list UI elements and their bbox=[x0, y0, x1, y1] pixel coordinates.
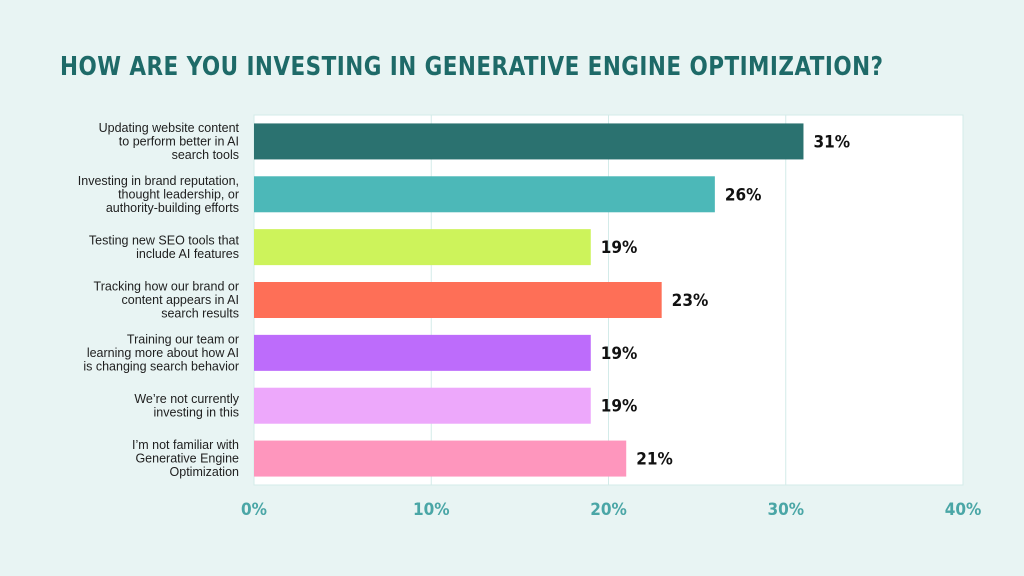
bar bbox=[254, 176, 715, 213]
bar bbox=[254, 282, 662, 318]
data-label: 19% bbox=[601, 397, 638, 417]
category-label: Testing new SEO tools that include AI fea… bbox=[89, 233, 240, 261]
x-tick-label: 40% bbox=[945, 500, 982, 520]
data-label: 21% bbox=[636, 450, 673, 470]
data-label: 19% bbox=[601, 238, 638, 258]
bar bbox=[254, 387, 591, 424]
bar bbox=[254, 440, 627, 477]
category-label: I’m not familiar with Generative Engine Op… bbox=[132, 438, 239, 479]
category-label: Updating website content to perform bette… bbox=[99, 121, 240, 162]
x-tick-label: 30% bbox=[767, 500, 804, 520]
category-label: Investing in brand reputation, thought le… bbox=[78, 174, 239, 215]
x-tick-label: 0% bbox=[241, 500, 267, 520]
data-label: 31% bbox=[813, 132, 850, 152]
category-label: We’re not currently investing in this bbox=[134, 392, 239, 420]
x-tick-label: 20% bbox=[590, 500, 627, 520]
data-label: 26% bbox=[725, 185, 762, 205]
category-label: Tracking how our brand or content appears… bbox=[94, 280, 239, 321]
x-tick-label: 10% bbox=[413, 500, 450, 520]
data-label: 23% bbox=[672, 291, 709, 311]
chart-title: HOW ARE YOU INVESTING IN GENERATIVE ENGI… bbox=[60, 52, 884, 82]
data-label: 19% bbox=[601, 344, 638, 364]
bar bbox=[254, 229, 591, 266]
bar bbox=[254, 334, 591, 371]
bar bbox=[254, 123, 804, 160]
category-label: Training our team or learning more about … bbox=[83, 332, 239, 373]
